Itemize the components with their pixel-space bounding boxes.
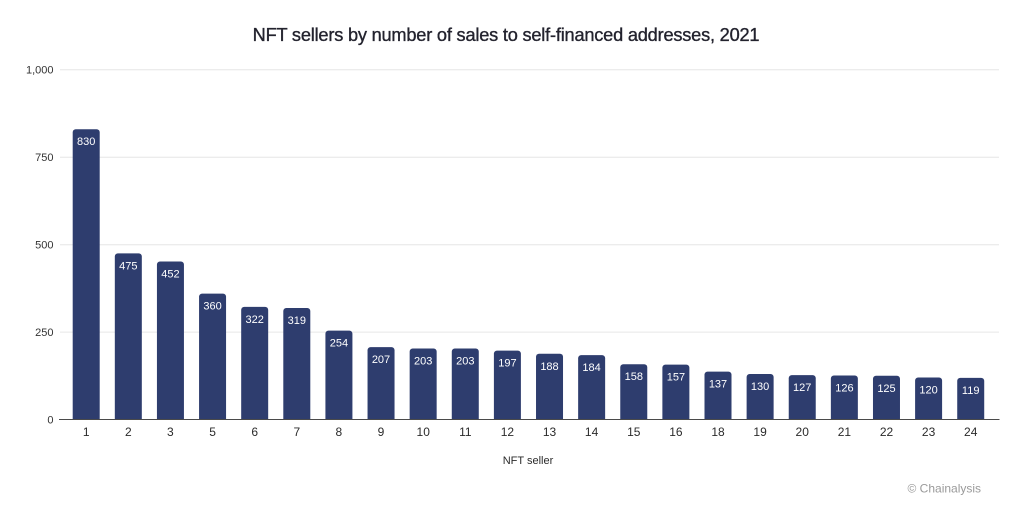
svg-text:23: 23: [922, 425, 936, 439]
svg-text:197: 197: [498, 358, 516, 370]
svg-text:125: 125: [877, 383, 895, 395]
svg-text:127: 127: [793, 382, 811, 394]
svg-text:10: 10: [417, 425, 431, 439]
svg-text:8: 8: [336, 425, 343, 439]
svg-text:7: 7: [293, 425, 300, 439]
svg-text:1: 1: [83, 425, 90, 439]
svg-text:19: 19: [753, 425, 767, 439]
svg-text:188: 188: [540, 361, 558, 373]
svg-text:11: 11: [459, 425, 472, 439]
svg-text:22: 22: [880, 425, 894, 439]
svg-text:1,000: 1,000: [26, 65, 54, 77]
svg-text:500: 500: [35, 240, 53, 252]
svg-text:158: 158: [625, 371, 643, 383]
svg-text:15: 15: [627, 425, 641, 439]
svg-text:157: 157: [667, 372, 685, 384]
svg-text:2: 2: [125, 425, 132, 439]
svg-text:NFT sellers by number of sales: NFT sellers by number of sales to self-f…: [253, 25, 760, 45]
svg-text:6: 6: [251, 425, 258, 439]
svg-text:21: 21: [838, 425, 852, 439]
svg-text:16: 16: [669, 425, 683, 439]
svg-text:119: 119: [962, 385, 980, 397]
svg-text:750: 750: [35, 152, 53, 164]
svg-text:20: 20: [796, 425, 810, 439]
svg-text:207: 207: [372, 354, 390, 366]
svg-text:0: 0: [47, 414, 53, 426]
svg-text:452: 452: [161, 268, 179, 280]
svg-text:24: 24: [964, 425, 978, 439]
svg-text:250: 250: [35, 327, 53, 339]
svg-text:3: 3: [167, 425, 174, 439]
svg-text:NFT seller: NFT seller: [503, 455, 554, 467]
svg-text:319: 319: [288, 315, 306, 327]
svg-text:184: 184: [582, 362, 600, 374]
svg-text:360: 360: [203, 301, 221, 313]
svg-text:18: 18: [711, 425, 725, 439]
svg-text:120: 120: [919, 385, 937, 397]
svg-text:14: 14: [585, 425, 599, 439]
svg-text:830: 830: [77, 136, 95, 148]
svg-text:© Chainalysis: © Chainalysis: [908, 482, 982, 496]
svg-text:475: 475: [119, 260, 137, 272]
svg-text:13: 13: [543, 425, 557, 439]
svg-text:203: 203: [456, 356, 474, 368]
svg-text:137: 137: [709, 379, 727, 391]
svg-text:9: 9: [378, 425, 385, 439]
svg-text:126: 126: [835, 382, 853, 394]
svg-text:5: 5: [209, 425, 216, 439]
svg-text:12: 12: [501, 425, 515, 439]
svg-text:322: 322: [246, 314, 264, 326]
svg-text:254: 254: [330, 338, 348, 350]
svg-text:130: 130: [751, 381, 769, 393]
svg-text:203: 203: [414, 356, 432, 368]
